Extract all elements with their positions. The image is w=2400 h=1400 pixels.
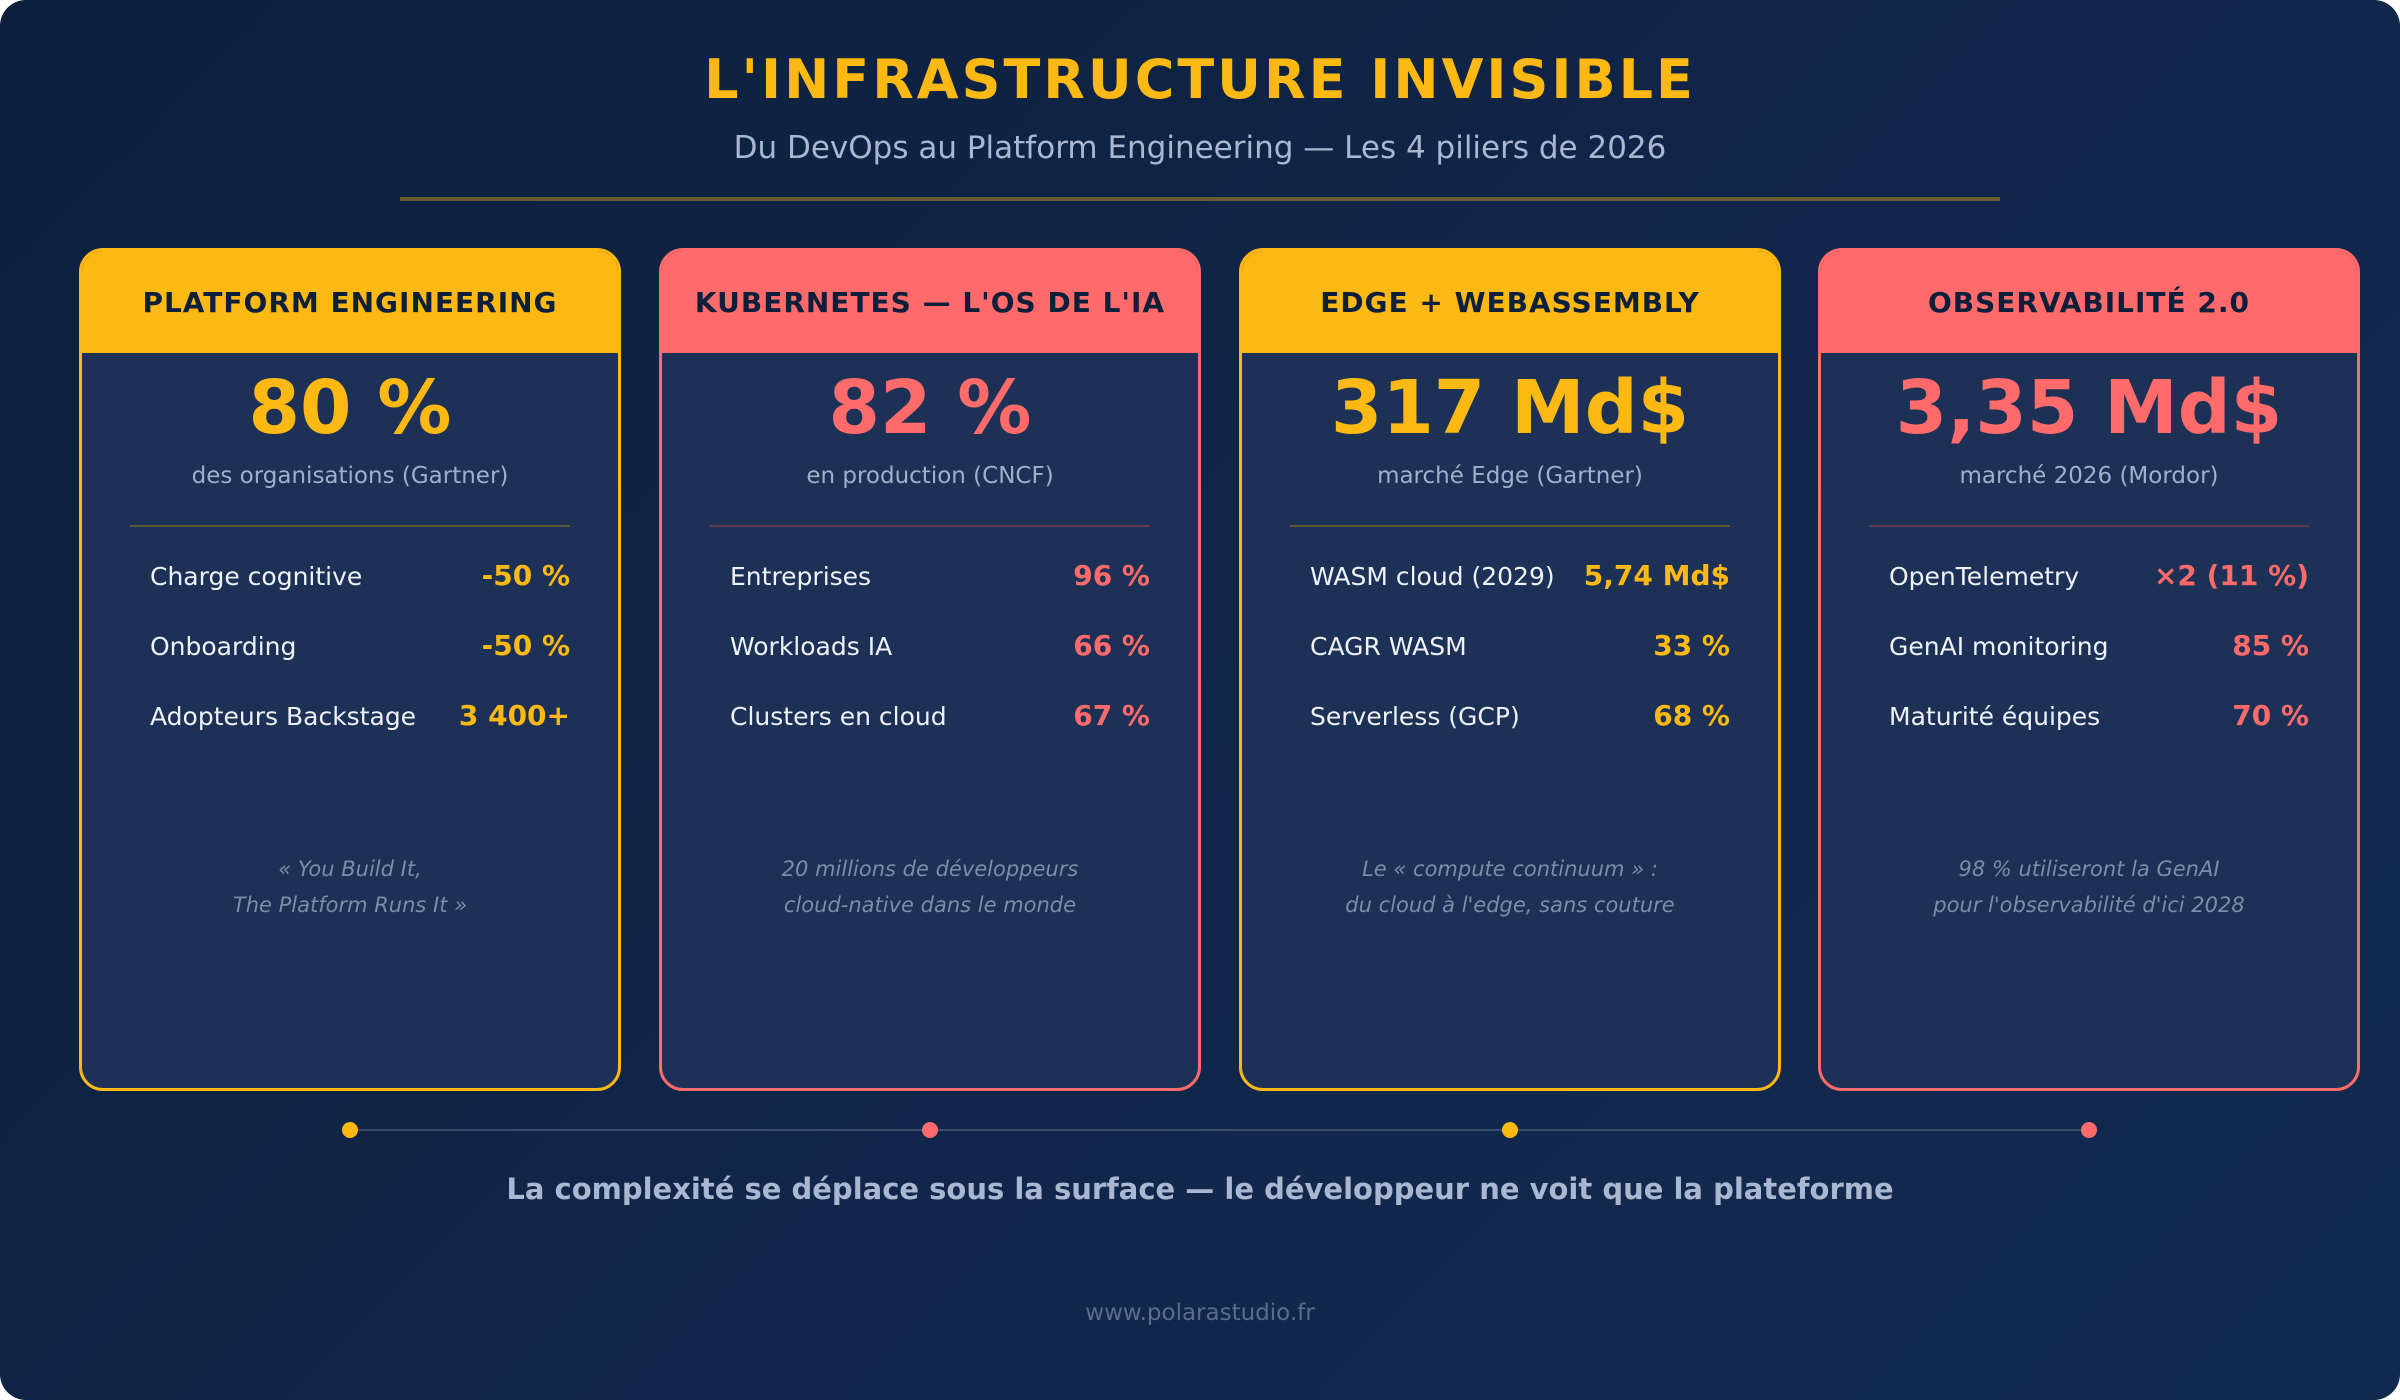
pillar-card-edge-webassembly: EDGE + WEBASSEMBLY 317 Md$ marché Edge (…	[1239, 248, 1781, 1091]
stat-value: 68 %	[1653, 699, 1730, 732]
stat-row: Entreprises 96 %	[730, 551, 1150, 621]
card-note: Le « compute continuum » : du cloud à l'…	[1242, 851, 1778, 923]
stat-row: Adopteurs Backstage 3 400+	[150, 691, 570, 761]
stat-value: 85 %	[2232, 629, 2309, 662]
stat-row: Serverless (GCP) 68 %	[1310, 691, 1730, 761]
stat-value: 3 400+	[458, 699, 570, 732]
stat-list: OpenTelemetry ×2 (11 %) GenAI monitoring…	[1889, 551, 2309, 761]
stat-label: WASM cloud (2029)	[1310, 562, 1555, 591]
stat-label: Adopteurs Backstage	[150, 702, 417, 731]
pillar-card-platform-engineering: PLATFORM ENGINEERING 80 % des organisati…	[79, 248, 621, 1091]
card-big-value: 80 %	[248, 365, 452, 451]
stat-label: CAGR WASM	[1310, 632, 1467, 661]
card-caption: marché Edge (Gartner)	[1377, 463, 1643, 489]
stat-row: GenAI monitoring 85 %	[1889, 621, 2309, 691]
stat-value: -50 %	[481, 559, 570, 592]
page-subtitle: Du DevOps au Platform Engineering — Les …	[733, 130, 1667, 166]
stat-list: WASM cloud (2029) 5,74 Md$ CAGR WASM 33 …	[1310, 551, 1730, 761]
note-line: 98 % utiliseront la GenAI	[1958, 857, 2220, 881]
stat-value: -50 %	[481, 629, 570, 662]
tagline: La complexité se déplace sous la surface…	[506, 1172, 1894, 1206]
pillar-card-kubernetes: KUBERNETES — L'OS DE L'IA 82 % en produc…	[659, 248, 1201, 1091]
timeline-dot-icon	[2081, 1122, 2097, 1138]
card-big-value: 317 Md$	[1330, 365, 1690, 451]
note-line: Le « compute continuum » :	[1362, 857, 1658, 881]
card-big-value: 3,35 Md$	[1895, 365, 2283, 451]
card-caption: marché 2026 (Mordor)	[1959, 463, 2219, 489]
stat-value: 33 %	[1653, 629, 1730, 662]
footer-url: www.polarastudio.fr	[1085, 1300, 1315, 1326]
timeline-dot-icon	[1502, 1122, 1518, 1138]
stat-row: Workloads IA 66 %	[730, 621, 1150, 691]
note-line: pour l'observabilité d'ici 2028	[1933, 893, 2245, 917]
stat-label: Workloads IA	[730, 632, 893, 661]
stat-value: 70 %	[2232, 699, 2309, 732]
stat-row: Onboarding -50 %	[150, 621, 570, 691]
note-line: cloud-native dans le monde	[783, 893, 1077, 917]
card-title: OBSERVABILITÉ 2.0	[1821, 251, 2357, 353]
stat-row: WASM cloud (2029) 5,74 Md$	[1310, 551, 1730, 621]
card-divider	[130, 525, 570, 527]
timeline-connector	[350, 1129, 2090, 1131]
note-line: du cloud à l'edge, sans couture	[1345, 893, 1675, 917]
stat-label: Entreprises	[730, 562, 872, 591]
timeline-dot-icon	[342, 1122, 358, 1138]
stat-value: 67 %	[1073, 699, 1150, 732]
stat-list: Entreprises 96 % Workloads IA 66 % Clust…	[730, 551, 1150, 761]
stat-label: Charge cognitive	[150, 562, 363, 591]
stat-value: 66 %	[1073, 629, 1150, 662]
card-title: PLATFORM ENGINEERING	[82, 251, 618, 353]
stat-label: OpenTelemetry	[1889, 562, 2080, 591]
stat-row: OpenTelemetry ×2 (11 %)	[1889, 551, 2309, 621]
stat-label: Clusters en cloud	[730, 702, 947, 731]
stat-list: Charge cognitive -50 % Onboarding -50 % …	[150, 551, 570, 761]
note-line: 20 millions de développeurs	[781, 857, 1079, 881]
card-note: 20 millions de développeurs cloud-native…	[662, 851, 1198, 923]
card-caption: en production (CNCF)	[806, 463, 1054, 489]
stat-label: Maturité équipes	[1889, 702, 2101, 731]
card-note: « You Build It, The Platform Runs It »	[82, 851, 618, 923]
stat-label: Serverless (GCP)	[1310, 702, 1520, 731]
card-divider	[1290, 525, 1730, 527]
card-divider	[1869, 525, 2309, 527]
stat-row: Charge cognitive -50 %	[150, 551, 570, 621]
stat-value: ×2 (11 %)	[2153, 559, 2309, 592]
timeline-dot-icon	[922, 1122, 938, 1138]
stat-row: Maturité équipes 70 %	[1889, 691, 2309, 761]
pillar-card-observability: OBSERVABILITÉ 2.0 3,35 Md$ marché 2026 (…	[1818, 248, 2360, 1091]
stat-label: Onboarding	[150, 632, 297, 661]
card-title: KUBERNETES — L'OS DE L'IA	[662, 251, 1198, 353]
stat-value: 5,74 Md$	[1583, 559, 1730, 592]
page-title: L'INFRASTRUCTURE INVISIBLE	[704, 48, 1696, 111]
title-divider	[400, 197, 2000, 201]
stat-value: 96 %	[1073, 559, 1150, 592]
note-line: The Platform Runs It »	[232, 893, 468, 917]
card-big-value: 82 %	[828, 365, 1032, 451]
note-line: « You Build It,	[278, 857, 422, 881]
stat-label: GenAI monitoring	[1889, 632, 2109, 661]
card-caption: des organisations (Gartner)	[191, 463, 509, 489]
stat-row: CAGR WASM 33 %	[1310, 621, 1730, 691]
card-note: 98 % utiliseront la GenAI pour l'observa…	[1821, 851, 2357, 923]
stat-row: Clusters en cloud 67 %	[730, 691, 1150, 761]
card-title: EDGE + WEBASSEMBLY	[1242, 251, 1778, 353]
card-divider	[710, 525, 1150, 527]
